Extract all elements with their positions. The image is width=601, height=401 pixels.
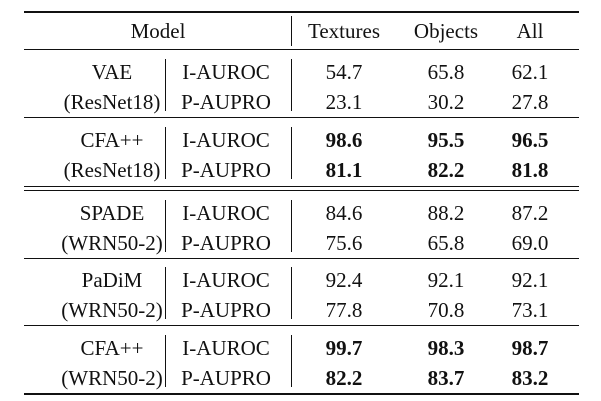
value-all: 98.7 [511, 336, 549, 360]
value-objects: 88.2 [427, 201, 465, 225]
model-metric-divider [165, 335, 166, 387]
metric-values-divider [291, 267, 292, 319]
value-all: 62.1 [511, 60, 549, 84]
top-rule [24, 11, 579, 13]
value-objects: 30.2 [427, 90, 465, 114]
metric-label: I-AUROC [182, 268, 270, 292]
value-all: 83.2 [511, 366, 549, 390]
group-rule-4 [24, 325, 579, 326]
group-rule-3 [24, 258, 579, 259]
value-all: 27.8 [511, 90, 549, 114]
model-metric-divider [165, 59, 166, 111]
model-metric-divider [165, 200, 166, 252]
value-textures: 75.6 [325, 231, 363, 255]
model-name: SPADE [79, 201, 145, 225]
value-textures: 92.4 [325, 268, 363, 292]
header-column-divider [291, 16, 292, 46]
value-textures: 23.1 [325, 90, 363, 114]
model-metric-divider [165, 127, 166, 179]
model-name: CFA++ [80, 128, 144, 152]
metric-values-divider [291, 335, 292, 387]
model-metric-divider [165, 267, 166, 319]
metric-label: P-AUPRO [181, 298, 271, 322]
value-textures: 82.2 [325, 366, 363, 390]
value-all: 69.0 [511, 231, 549, 255]
value-objects: 98.3 [427, 336, 465, 360]
value-objects: 65.8 [427, 231, 465, 255]
model-name: PaDiM [81, 268, 143, 292]
value-objects: 92.1 [427, 268, 465, 292]
value-objects: 95.5 [427, 128, 465, 152]
group-rule-1 [24, 117, 579, 118]
model-name: CFA++ [80, 336, 144, 360]
value-textures: 54.7 [325, 60, 363, 84]
value-objects: 65.8 [427, 60, 465, 84]
value-objects: 83.7 [427, 366, 465, 390]
model-backbone: (ResNet18) [63, 90, 161, 114]
model-backbone: (WRN50-2) [61, 366, 163, 390]
header-model: Model [130, 19, 186, 43]
metric-values-divider [291, 59, 292, 111]
model-backbone: (WRN50-2) [61, 298, 163, 322]
header-all: All [516, 19, 544, 43]
model-name: VAE [91, 60, 133, 84]
value-all: 92.1 [511, 268, 549, 292]
value-objects: 82.2 [427, 158, 465, 182]
metric-label: P-AUPRO [181, 158, 271, 182]
value-all: 87.2 [511, 201, 549, 225]
value-all: 81.8 [511, 158, 549, 182]
value-textures: 99.7 [325, 336, 363, 360]
header-objects: Objects [413, 19, 479, 43]
value-all: 96.5 [511, 128, 549, 152]
metric-label: I-AUROC [182, 336, 270, 360]
metric-label: I-AUROC [182, 128, 270, 152]
metric-label: I-AUROC [182, 60, 270, 84]
metric-label: P-AUPRO [181, 90, 271, 114]
value-all: 73.1 [511, 298, 549, 322]
value-textures: 77.8 [325, 298, 363, 322]
value-textures: 98.6 [325, 128, 363, 152]
metric-label: P-AUPRO [181, 366, 271, 390]
metric-values-divider [291, 200, 292, 252]
double-rule-bottom [24, 190, 579, 191]
metric-label: I-AUROC [182, 201, 270, 225]
value-objects: 70.8 [427, 298, 465, 322]
header-rule [24, 49, 579, 50]
metric-values-divider [291, 127, 292, 179]
metric-label: P-AUPRO [181, 231, 271, 255]
header-textures: Textures [307, 19, 381, 43]
model-backbone: (WRN50-2) [61, 231, 163, 255]
value-textures: 81.1 [325, 158, 363, 182]
bottom-rule [24, 393, 579, 395]
value-textures: 84.6 [325, 201, 363, 225]
model-backbone: (ResNet18) [63, 158, 161, 182]
double-rule-top [24, 186, 579, 187]
